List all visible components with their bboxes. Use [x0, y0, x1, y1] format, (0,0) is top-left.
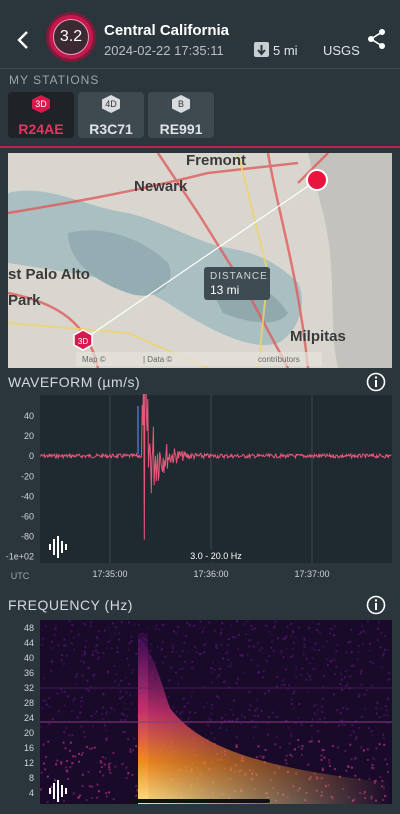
station-badge: 3D [32, 95, 50, 113]
y-tick-label: -40 [21, 491, 34, 501]
section-label: MY STATIONS [9, 73, 100, 87]
y-tick-label: -1e+02 [6, 552, 34, 562]
y-tick-label: 40 [24, 411, 34, 421]
x-tick-label: 17:37:00 [294, 569, 329, 579]
y-tick-label: 0 [29, 451, 34, 461]
magnitude-badge: 3.2 [49, 15, 93, 59]
info-button[interactable] [366, 595, 386, 615]
y-tick-label: 12 [24, 758, 34, 768]
x-axis-label: UTC [11, 571, 30, 581]
event-distance: 5 mi [273, 43, 298, 58]
place-label: Fremont [186, 153, 246, 169]
y-tick-label: 28 [24, 698, 34, 708]
y-tick-label: 48 [24, 623, 34, 633]
info-button[interactable] [366, 372, 386, 392]
y-tick-label: -60 [21, 512, 34, 522]
filter-label: 3.0 - 20.0 Hz [190, 551, 242, 561]
y-tick-label: 24 [24, 713, 34, 723]
event-source: USGS [323, 43, 360, 58]
station-name: RE991 [159, 121, 203, 137]
distance-icon [254, 42, 269, 57]
attribution: contributors [258, 355, 300, 364]
section-title: WAVEFORM (µm/s) [8, 374, 141, 390]
active-underline [0, 146, 400, 148]
distance-box [204, 267, 270, 300]
distance-value: 13 mi [210, 283, 239, 297]
back-button[interactable] [12, 28, 36, 52]
station-marker: 3D [78, 337, 88, 346]
y-tick-label: 20 [24, 431, 34, 441]
place-label: st Palo Alto [8, 266, 90, 283]
y-tick-label: 40 [24, 653, 34, 663]
share-button[interactable] [366, 28, 388, 50]
divider [0, 68, 400, 69]
section-title: FREQUENCY (Hz) [8, 597, 133, 613]
x-tick-label: 17:36:00 [193, 569, 228, 579]
station-tab[interactable]: B RE991 [148, 92, 214, 138]
y-tick-label: 20 [24, 728, 34, 738]
y-tick-label: -80 [21, 532, 34, 542]
y-tick-label: 16 [24, 743, 34, 753]
station-tab[interactable]: 4D R3C71 [78, 92, 144, 138]
station-tab[interactable]: 3D R24AE [8, 92, 74, 138]
y-tick-label: -20 [21, 471, 34, 481]
attribution: Map © [82, 355, 106, 364]
x-tick-label: 17:35:00 [92, 569, 127, 579]
station-name: R3C71 [89, 121, 133, 137]
place-label: Milpitas [290, 328, 346, 345]
y-tick-label: 44 [24, 638, 34, 648]
event-title: Central California [104, 22, 230, 39]
station-badge: B [172, 95, 190, 113]
waveform-plot: 3.0 - 20.0 Hz UTC 40 20 0 -20 -40 -60 -80 -1e+0… [6, 394, 392, 581]
attribution: | Data © [143, 355, 172, 364]
y-tick-label: 36 [24, 668, 34, 678]
spectrogram: 48 44 40 36 32 28 24 20 16 12 8 4 [24, 620, 392, 804]
audio-icon[interactable] [49, 780, 67, 802]
event-datetime: 2024-02-22 17:35:11 [104, 43, 224, 58]
station-name: R24AE [18, 121, 64, 137]
station-badge: 4D [102, 95, 120, 113]
audio-icon[interactable] [49, 536, 67, 558]
magnitude: 3.2 [53, 19, 89, 55]
y-tick-label: 4 [29, 788, 34, 798]
distance-label: DISTANCE [210, 271, 268, 282]
home-indicator [130, 799, 270, 803]
place-label: Newark [134, 178, 188, 195]
y-tick-label: 8 [29, 773, 34, 783]
map[interactable]: Fremont Newark st Palo Alto Park Milpita… [8, 153, 392, 368]
place-label: Park [8, 292, 41, 309]
y-tick-label: 32 [24, 683, 34, 693]
